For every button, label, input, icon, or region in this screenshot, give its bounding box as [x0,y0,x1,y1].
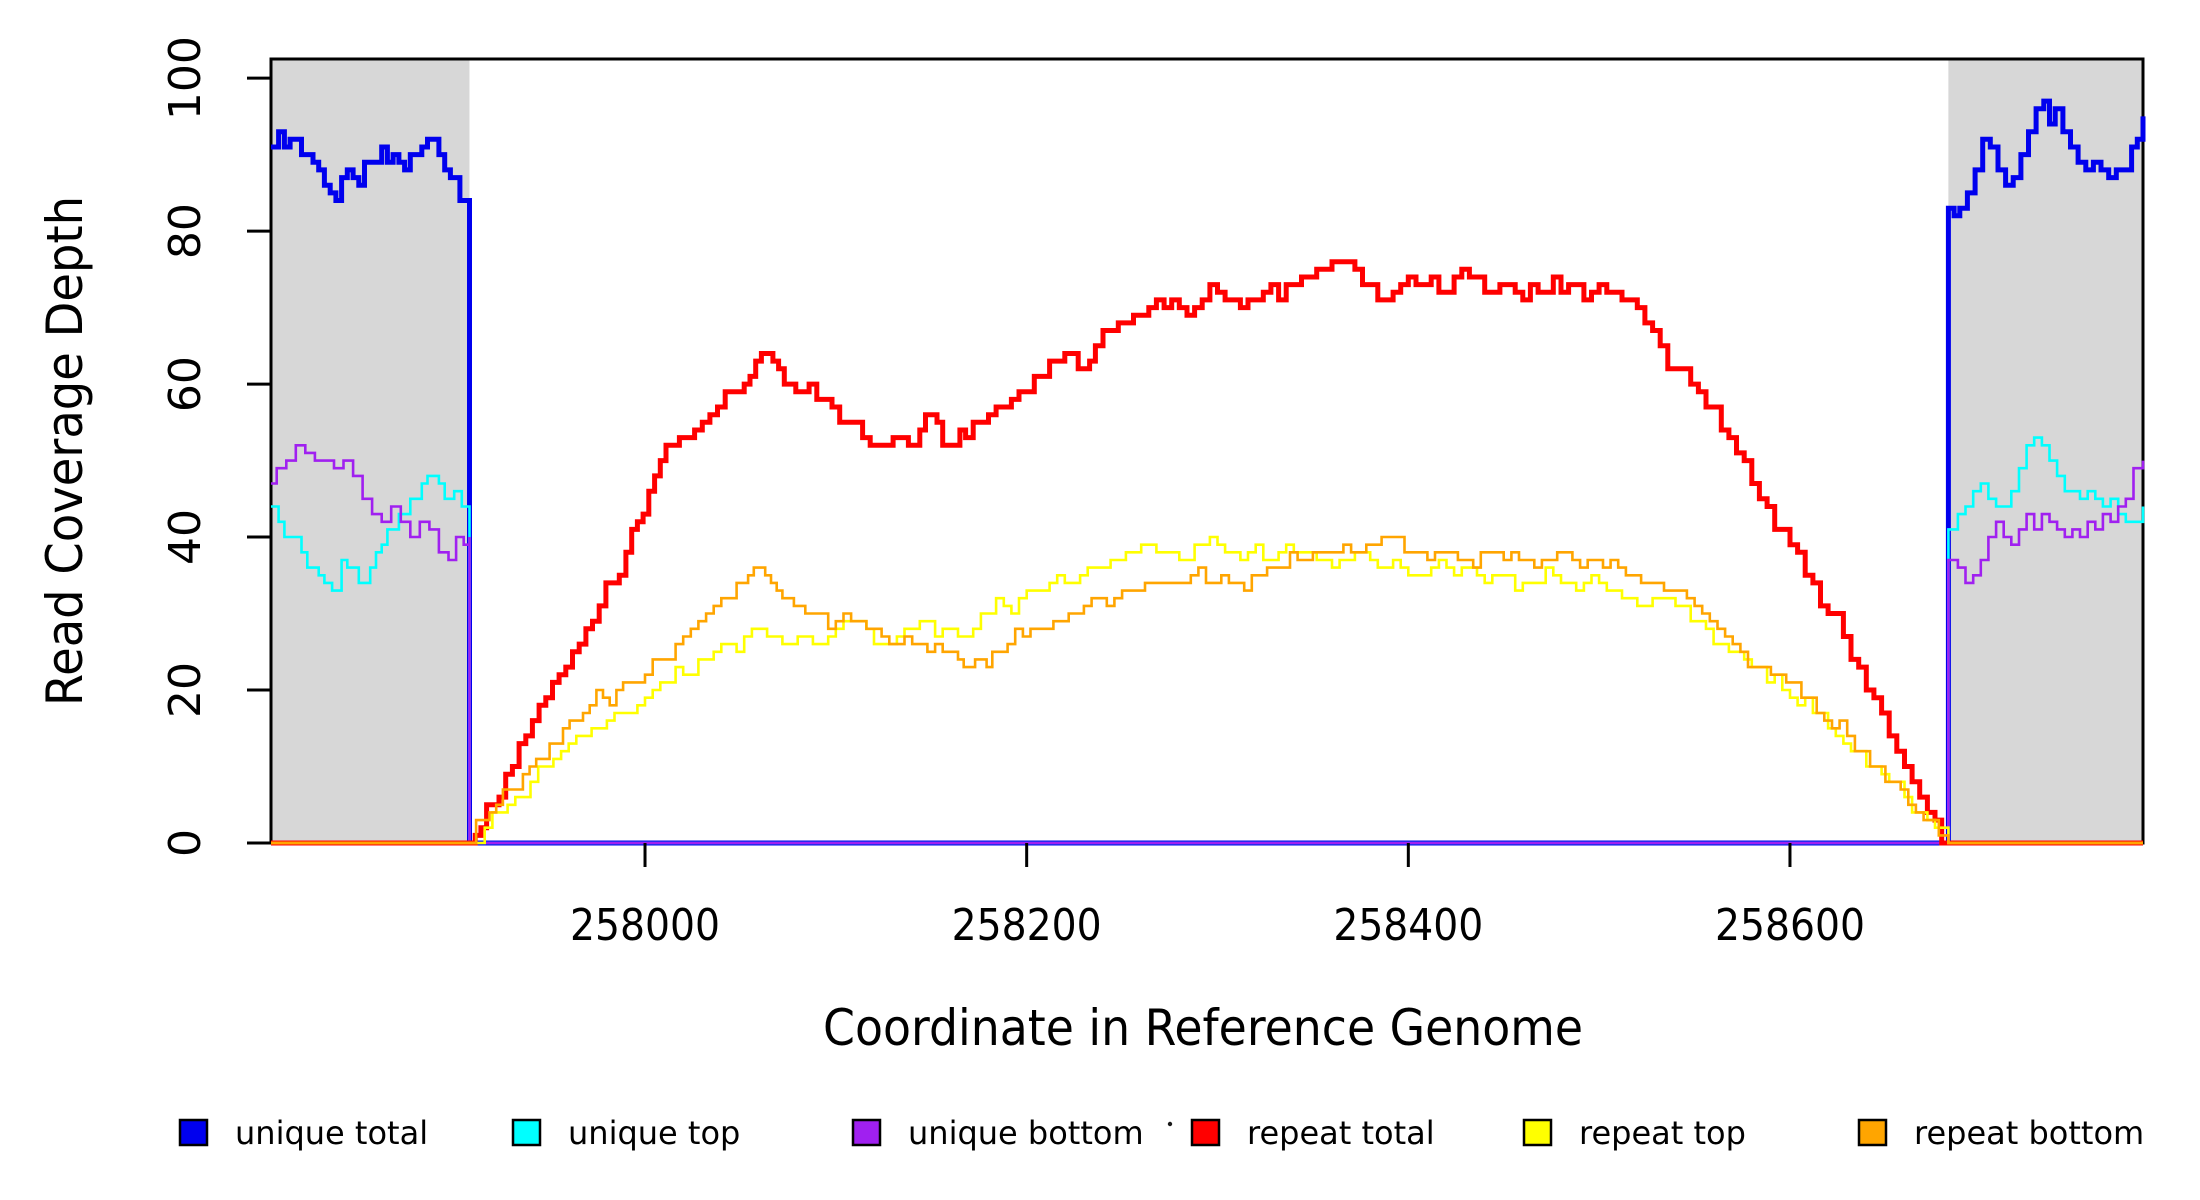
legend-item-unique-top: unique top [511,1114,740,1152]
legend-label: repeat total [1247,1114,1435,1152]
series-line-repeat-bottom [271,535,2143,845]
legend-item-repeat-bottom: repeat bottom [1857,1114,2144,1152]
y-tick-label: 40 [160,509,211,565]
legend-swatch [1522,1118,1553,1147]
series-layer [271,98,2146,846]
legend-label: unique bottom [908,1114,1144,1152]
x-tick-label: 258600 [1715,900,1865,951]
legend-swatch [511,1118,542,1147]
legend-item-repeat-total: repeat total [1190,1114,1435,1152]
legend: unique total unique top unique bottom repea… [178,1114,2144,1152]
legend-swatch [851,1118,882,1147]
series-line-unique-total [271,98,2146,846]
x-tick-label: 258000 [570,900,720,951]
y-tick-label: 100 [160,36,211,120]
series-line-repeat-top [271,535,2143,845]
legend-label: unique total [235,1114,428,1152]
y-axis-title: Read Coverage Depth [36,196,94,706]
x-tick-label: 258400 [1333,900,1483,951]
plot-box [269,57,2145,845]
shaded-region [1948,59,2143,843]
y-tick-label: 60 [160,356,211,412]
legend-item-unique-total: unique total [178,1114,428,1152]
plot-background-layer [269,57,2145,845]
legend-swatch [178,1118,209,1147]
legend-item-unique-bottom: unique bottom [851,1114,1144,1152]
y-tick-label: 0 [160,829,211,857]
legend-swatch [1190,1118,1221,1147]
series-line-unique-bottom [271,444,2145,845]
stray-dot-artifact [1167,1121,1173,1127]
x-tick-label: 258200 [952,900,1102,951]
y-tick-label: 80 [160,203,211,259]
x-axis-title: Coordinate in Reference Genome [823,999,1583,1057]
series-line-unique-top [271,436,2145,845]
legend-label: repeat bottom [1914,1114,2144,1152]
legend-label: repeat top [1579,1114,1746,1152]
series-line-repeat-total [271,259,2143,846]
legend-label: unique top [568,1114,740,1152]
axes-layer: 258000 258200 258400 258600 0 20 40 60 80 100 [160,36,1865,951]
legend-swatch [1857,1118,1888,1147]
legend-item-repeat-top: repeat top [1522,1114,1746,1152]
y-tick-label: 20 [160,662,211,718]
shaded-region [271,59,470,843]
